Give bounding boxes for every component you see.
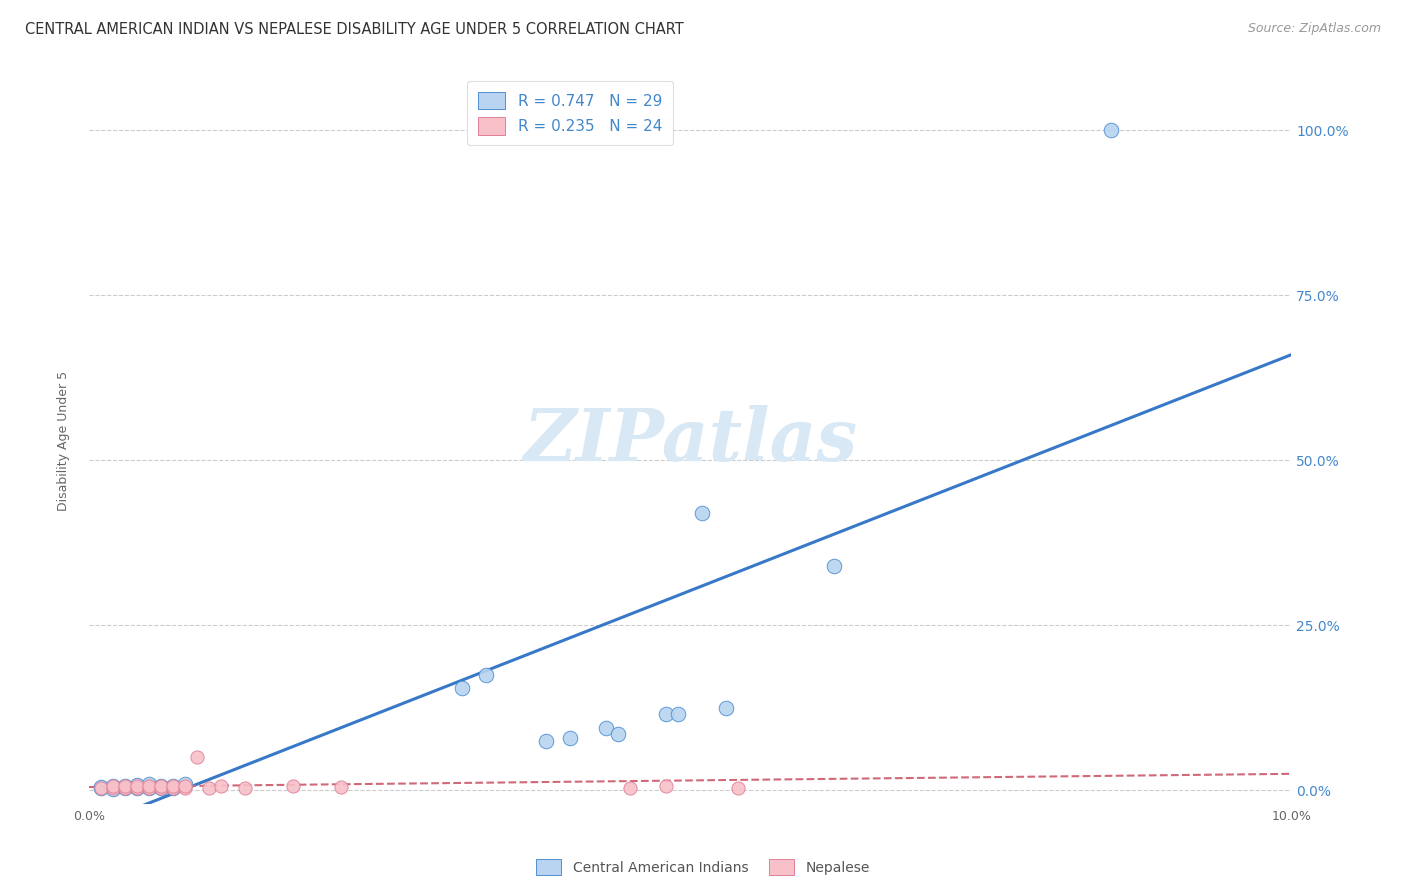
Point — [90, 780, 112, 794]
Point — [138, 780, 160, 794]
Point — [283, 780, 305, 794]
Legend: R = 0.747   N = 29, R = 0.235   N = 24: R = 0.747 N = 29, R = 0.235 N = 24 — [467, 81, 672, 145]
Point — [138, 779, 160, 793]
Point — [198, 780, 221, 795]
Point — [619, 780, 641, 795]
Point — [90, 781, 112, 796]
Y-axis label: Disability Age Under 5: Disability Age Under 5 — [58, 370, 70, 510]
Point — [174, 780, 197, 794]
Point — [114, 780, 136, 795]
Point — [125, 781, 148, 796]
Point — [474, 668, 496, 682]
Point — [174, 777, 197, 791]
Point — [655, 707, 678, 722]
Point — [174, 781, 197, 796]
Point — [162, 781, 184, 796]
Point — [162, 779, 184, 793]
Point — [101, 780, 124, 794]
Point — [727, 780, 749, 795]
Point — [330, 780, 353, 794]
Point — [534, 734, 557, 748]
Point — [101, 782, 124, 797]
Point — [150, 780, 173, 794]
Point — [186, 750, 208, 764]
Point — [666, 707, 689, 722]
Point — [138, 781, 160, 796]
Point — [655, 780, 678, 794]
Point — [125, 780, 148, 794]
Legend: Central American Indians, Nepalese: Central American Indians, Nepalese — [531, 854, 875, 880]
Point — [233, 780, 256, 795]
Point — [558, 731, 581, 745]
Point — [138, 780, 160, 795]
Point — [823, 558, 845, 573]
Point — [595, 721, 617, 735]
Point — [162, 780, 184, 794]
Point — [125, 781, 148, 796]
Point — [90, 780, 112, 795]
Text: Source: ZipAtlas.com: Source: ZipAtlas.com — [1247, 22, 1381, 36]
Point — [101, 781, 124, 796]
Point — [150, 780, 173, 795]
Point — [114, 780, 136, 795]
Text: CENTRAL AMERICAN INDIAN VS NEPALESE DISABILITY AGE UNDER 5 CORRELATION CHART: CENTRAL AMERICAN INDIAN VS NEPALESE DISA… — [25, 22, 685, 37]
Point — [114, 779, 136, 793]
Point — [209, 780, 232, 794]
Point — [101, 780, 124, 794]
Text: ZIPatlas: ZIPatlas — [523, 405, 858, 476]
Point — [1099, 123, 1122, 137]
Point — [690, 506, 713, 520]
Point — [138, 777, 160, 791]
Point — [150, 779, 173, 793]
Point — [125, 780, 148, 794]
Point — [450, 681, 472, 695]
Point — [125, 778, 148, 792]
Point — [716, 701, 738, 715]
Point — [114, 779, 136, 793]
Point — [607, 727, 630, 741]
Point — [162, 780, 184, 795]
Point — [150, 781, 173, 796]
